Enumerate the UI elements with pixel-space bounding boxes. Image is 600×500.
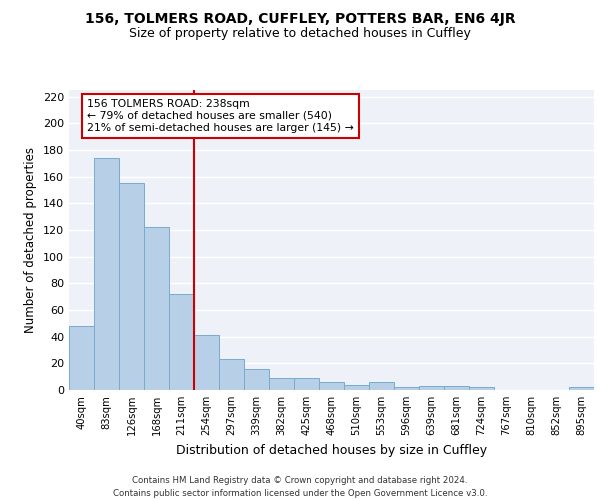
Y-axis label: Number of detached properties: Number of detached properties <box>25 147 37 333</box>
Bar <box>94 158 119 390</box>
Bar <box>144 228 169 390</box>
Bar <box>294 378 319 390</box>
Text: Contains HM Land Registry data © Crown copyright and database right 2024.
Contai: Contains HM Land Registry data © Crown c… <box>113 476 487 498</box>
Bar <box>194 336 219 390</box>
Bar <box>344 384 369 390</box>
Bar <box>219 360 244 390</box>
Bar <box>394 388 419 390</box>
Bar <box>319 382 344 390</box>
Bar <box>169 294 194 390</box>
Text: 156, TOLMERS ROAD, CUFFLEY, POTTERS BAR, EN6 4JR: 156, TOLMERS ROAD, CUFFLEY, POTTERS BAR,… <box>85 12 515 26</box>
Bar <box>119 184 144 390</box>
Bar <box>69 326 94 390</box>
Bar <box>269 378 294 390</box>
Bar <box>569 388 594 390</box>
Bar <box>419 386 444 390</box>
Bar <box>244 368 269 390</box>
Bar <box>369 382 394 390</box>
Text: Size of property relative to detached houses in Cuffley: Size of property relative to detached ho… <box>129 28 471 40</box>
X-axis label: Distribution of detached houses by size in Cuffley: Distribution of detached houses by size … <box>176 444 487 456</box>
Text: 156 TOLMERS ROAD: 238sqm
← 79% of detached houses are smaller (540)
21% of semi-: 156 TOLMERS ROAD: 238sqm ← 79% of detach… <box>87 100 354 132</box>
Bar <box>444 386 469 390</box>
Bar <box>469 388 494 390</box>
